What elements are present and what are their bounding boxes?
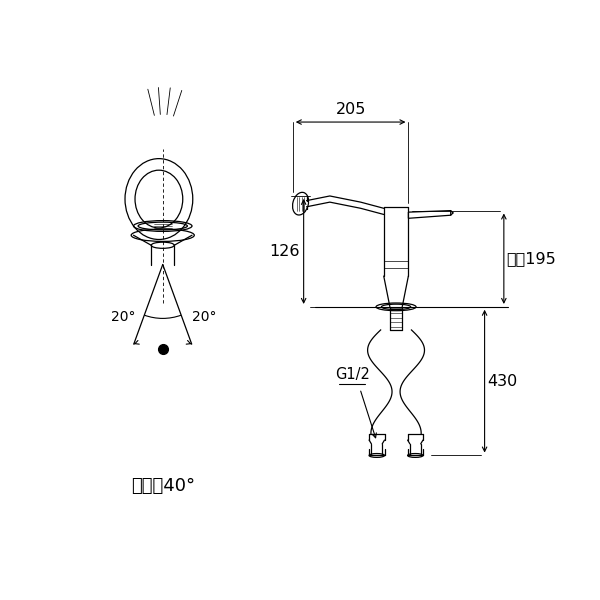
Text: 20°: 20° xyxy=(192,310,216,324)
Text: 205: 205 xyxy=(335,103,366,118)
Text: 126: 126 xyxy=(269,244,300,259)
Text: 20°: 20° xyxy=(111,310,135,324)
Text: 430: 430 xyxy=(487,374,517,389)
Text: 最大195: 最大195 xyxy=(506,251,556,266)
Text: 首振り40°: 首振り40° xyxy=(131,477,195,495)
Text: G1/2: G1/2 xyxy=(335,367,370,382)
